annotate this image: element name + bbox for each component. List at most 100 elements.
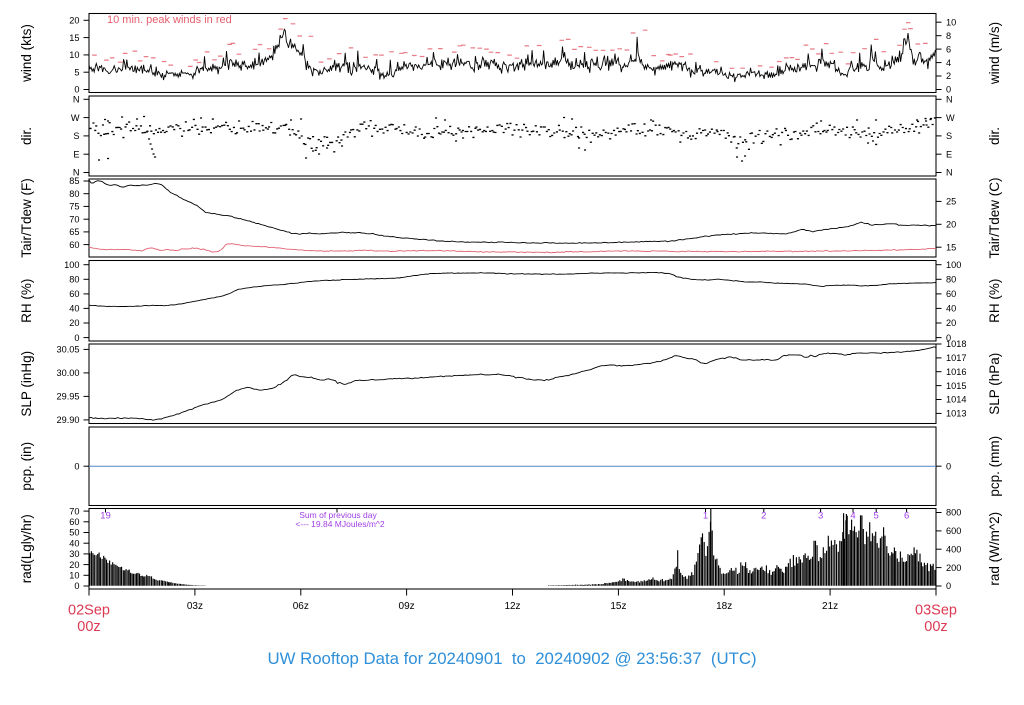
svg-text:30: 30 <box>69 549 79 559</box>
svg-text:40: 40 <box>946 304 956 314</box>
svg-text:1015: 1015 <box>946 381 966 391</box>
svg-text:80: 80 <box>946 275 956 285</box>
svg-text:10: 10 <box>946 17 956 27</box>
svg-text:1013: 1013 <box>946 409 966 419</box>
svg-text:E: E <box>946 149 952 159</box>
svg-text:1016: 1016 <box>946 367 966 377</box>
svg-text:W: W <box>946 113 955 123</box>
svg-text:60: 60 <box>69 240 79 250</box>
svg-text:4: 4 <box>946 58 951 68</box>
svg-text:1018: 1018 <box>946 339 966 349</box>
svg-text:70: 70 <box>69 506 79 516</box>
svg-text:1: 1 <box>703 511 708 522</box>
svg-text:wind (kts): wind (kts) <box>19 24 34 83</box>
svg-text:09z: 09z <box>399 601 415 612</box>
svg-text:02Sep: 02Sep <box>68 603 110 619</box>
svg-text:00z: 00z <box>77 619 100 635</box>
svg-text:70: 70 <box>69 214 79 224</box>
svg-text:40: 40 <box>69 304 79 314</box>
svg-text:Tair/Tdew (F): Tair/Tdew (F) <box>19 178 34 258</box>
svg-text:60: 60 <box>69 289 79 299</box>
svg-text:0: 0 <box>946 461 951 471</box>
svg-text:SLP (hPa): SLP (hPa) <box>987 353 1002 415</box>
svg-text:15z: 15z <box>610 601 626 612</box>
svg-text:15: 15 <box>69 33 79 43</box>
svg-text:25: 25 <box>946 197 956 207</box>
svg-text:10: 10 <box>69 50 79 60</box>
svg-text:20: 20 <box>69 318 79 328</box>
svg-text:29.90: 29.90 <box>57 415 80 425</box>
svg-text:100: 100 <box>946 260 961 270</box>
svg-text:N: N <box>73 168 80 178</box>
svg-text:29.95: 29.95 <box>57 392 80 402</box>
svg-text:5: 5 <box>874 511 879 522</box>
svg-text:60: 60 <box>69 517 79 527</box>
svg-text:80: 80 <box>69 275 79 285</box>
svg-text:0: 0 <box>74 85 79 95</box>
svg-text:0: 0 <box>946 85 951 95</box>
svg-text:<--- 19.84 MJoules/m^2: <--- 19.84 MJoules/m^2 <box>295 519 385 529</box>
svg-text:800: 800 <box>946 508 961 518</box>
svg-text:60: 60 <box>946 289 956 299</box>
svg-text:21z: 21z <box>822 601 838 612</box>
svg-text:03z: 03z <box>187 601 203 612</box>
svg-text:18z: 18z <box>716 601 732 612</box>
svg-text:0: 0 <box>74 581 79 591</box>
svg-text:rad (W/m^2): rad (W/m^2) <box>987 512 1002 586</box>
svg-text:06z: 06z <box>293 601 309 612</box>
svg-text:400: 400 <box>946 545 961 555</box>
svg-text:0: 0 <box>74 333 79 343</box>
svg-text:1017: 1017 <box>946 353 966 363</box>
svg-text:03Sep: 03Sep <box>915 603 957 619</box>
svg-text:RH (%): RH (%) <box>987 279 1002 323</box>
svg-text:10 min. peak winds in red: 10 min. peak winds in red <box>107 14 232 26</box>
svg-text:50: 50 <box>69 528 79 538</box>
svg-text:SLP (inHg): SLP (inHg) <box>19 351 34 417</box>
svg-text:N: N <box>73 95 80 105</box>
svg-text:65: 65 <box>69 227 79 237</box>
svg-text:0: 0 <box>946 333 951 343</box>
svg-text:N: N <box>946 95 953 105</box>
svg-text:20: 20 <box>946 220 956 230</box>
svg-text:100: 100 <box>64 260 79 270</box>
svg-text:8: 8 <box>946 31 951 41</box>
svg-text:rad(Lgly/hr): rad(Lgly/hr) <box>19 514 34 583</box>
svg-text:S: S <box>946 131 952 141</box>
svg-text:75: 75 <box>69 202 79 212</box>
svg-text:dir.: dir. <box>19 127 34 145</box>
svg-text:pcp. (mm): pcp. (mm) <box>987 436 1002 497</box>
svg-text:15: 15 <box>946 242 956 252</box>
svg-text:N: N <box>946 168 953 178</box>
svg-text:4: 4 <box>850 511 855 522</box>
svg-text:UW Rooftop Data for 20240901: UW Rooftop Data for 20240901 to 20240902… <box>267 649 756 668</box>
svg-text:5: 5 <box>74 67 79 77</box>
svg-text:S: S <box>73 131 79 141</box>
svg-text:dir.: dir. <box>987 127 1002 145</box>
svg-text:wind (m/s): wind (m/s) <box>987 22 1002 85</box>
svg-text:6: 6 <box>946 44 951 54</box>
svg-text:3: 3 <box>818 511 823 522</box>
svg-text:85: 85 <box>69 176 79 186</box>
svg-text:10: 10 <box>69 571 79 581</box>
svg-text:E: E <box>73 149 79 159</box>
svg-text:20: 20 <box>69 560 79 570</box>
svg-text:12z: 12z <box>504 601 520 612</box>
svg-text:Tair/Tdew (C): Tair/Tdew (C) <box>987 177 1002 258</box>
svg-text:600: 600 <box>946 526 961 536</box>
svg-text:40: 40 <box>69 538 79 548</box>
svg-text:1014: 1014 <box>946 395 966 405</box>
svg-text:200: 200 <box>946 563 961 573</box>
svg-text:0: 0 <box>946 581 951 591</box>
svg-text:6: 6 <box>904 511 909 522</box>
svg-text:0: 0 <box>74 461 79 471</box>
svg-text:80: 80 <box>69 189 79 199</box>
svg-text:20: 20 <box>69 16 79 26</box>
svg-text:2: 2 <box>761 511 766 522</box>
svg-text:pcp. (in): pcp. (in) <box>19 442 34 491</box>
svg-text:00z: 00z <box>924 619 947 635</box>
svg-text:W: W <box>71 113 80 123</box>
svg-text:20: 20 <box>946 318 956 328</box>
svg-text:2: 2 <box>946 71 951 81</box>
svg-text:19: 19 <box>100 511 111 522</box>
svg-text:30.05: 30.05 <box>57 345 80 355</box>
